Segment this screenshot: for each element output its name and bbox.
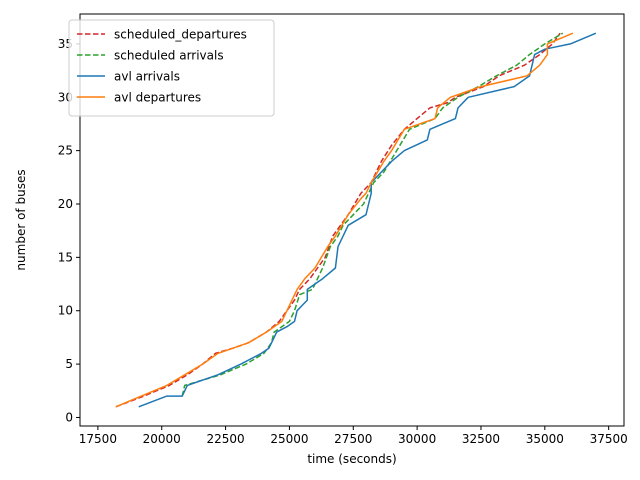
legend-label: scheduled arrivals	[114, 49, 224, 63]
x-tick-label: 25000	[270, 432, 308, 446]
x-tick-label: 32500	[462, 432, 500, 446]
series-line-avl-arrivals	[138, 32, 597, 408]
y-tick-label: 10	[58, 304, 73, 318]
plot-lines	[115, 32, 597, 408]
x-tick-label: 27500	[334, 432, 372, 446]
y-tick-label: 25	[58, 144, 73, 158]
x-tick-label: 20000	[143, 432, 181, 446]
x-tick-label: 35000	[526, 432, 564, 446]
legend-box	[68, 19, 275, 117]
x-axis-label: time (seconds)	[307, 452, 396, 466]
x-tick-label: 30000	[398, 432, 436, 446]
legend-label: avl departures	[114, 91, 201, 105]
plot-area-frame	[79, 13, 625, 427]
y-tick-label: 15	[58, 250, 73, 264]
legend: scheduled_departures scheduled arrivals av…	[68, 19, 275, 117]
series-line-avl-departures	[115, 32, 574, 408]
x-axis: 17500 20000 22500 25000 27500 30000 32500 35000…	[79, 426, 628, 446]
y-tick-label: 5	[65, 357, 73, 371]
legend-label: scheduled_departures	[114, 28, 247, 42]
y-tick-label: 0	[65, 410, 73, 424]
legend-label: avl arrivals	[114, 70, 180, 84]
x-tick-label: 22500	[206, 432, 244, 446]
x-tick-label: 17500	[79, 432, 117, 446]
y-tick-label: 20	[58, 197, 73, 211]
x-tick-label: 37500	[590, 432, 628, 446]
y-axis-label: number of buses	[14, 169, 28, 270]
